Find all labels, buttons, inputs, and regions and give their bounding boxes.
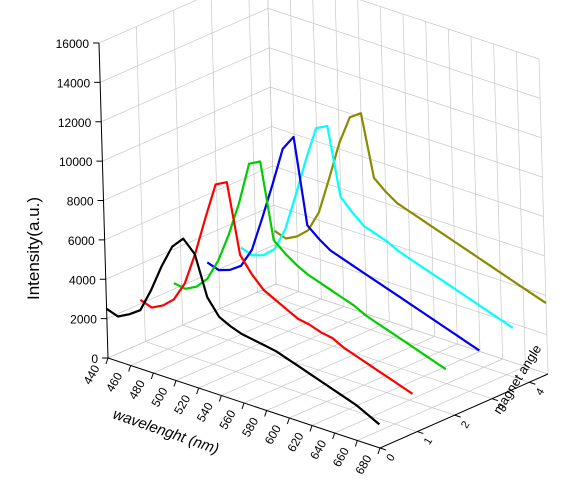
z-tick-mark: [491, 398, 499, 402]
grid-line: [402, 13, 413, 330]
axes: [93, 42, 549, 455]
x-tick-mark: [128, 365, 132, 372]
z-tick-mark: [529, 381, 536, 385]
x-tick-mark: [150, 372, 154, 380]
grid-line: [447, 28, 458, 345]
z-tick-mark: [454, 414, 461, 418]
grid-line: [107, 283, 277, 359]
x-tick-label: 560: [216, 407, 238, 432]
grid-line: [106, 244, 276, 319]
grid-line: [266, 336, 435, 411]
y-tick-label: 14000: [57, 76, 91, 90]
grid-line: [312, 0, 322, 300]
x-tick-mark: [218, 395, 222, 402]
series-line: [173, 160, 447, 371]
grid-line: [105, 204, 274, 280]
grid-line: [493, 43, 504, 360]
grid-line: [275, 283, 549, 375]
z-axis-line: [379, 373, 549, 449]
grid-line: [425, 21, 436, 337]
y-tick-label: 4000: [69, 273, 96, 287]
x-tick-label: 660: [330, 445, 352, 470]
x-tick-mark: [332, 432, 336, 440]
x-tick-label: 640: [307, 437, 329, 462]
x-tick-label: 620: [284, 430, 306, 455]
grid-line: [153, 298, 322, 374]
y-tick-label: 0: [91, 352, 98, 366]
x-tick-label: 680: [352, 452, 374, 477]
x-tick-label: 520: [171, 392, 193, 417]
series-line: [273, 112, 547, 305]
x-tick-label: 600: [262, 422, 284, 447]
series-line: [206, 135, 480, 352]
x-tick-mark: [173, 380, 177, 387]
y-tick-label: 6000: [68, 234, 95, 248]
y-tick-label: 8000: [67, 195, 94, 209]
x-tick-label: 540: [194, 400, 216, 425]
grid-line: [99, 8, 269, 83]
y-axis-label: Intensity(a.u.): [24, 197, 43, 300]
grid-line: [182, 324, 455, 416]
grid-line: [515, 51, 526, 367]
grid-line: [289, 0, 300, 292]
grid-line: [198, 313, 367, 389]
x-tick-label: 480: [126, 377, 148, 402]
grid-line: [145, 341, 418, 432]
grid-line: [334, 0, 345, 307]
series-line: [139, 181, 414, 395]
y-tick-label: 10000: [59, 155, 93, 169]
x-tick-label: 440: [80, 362, 102, 387]
z-tick-label: 4: [534, 386, 547, 398]
z-tick-label: 2: [459, 419, 472, 431]
grid-line: [470, 36, 481, 352]
grid-line: [289, 343, 458, 419]
grid-line: [359, 0, 540, 60]
x-tick-label: 580: [239, 415, 261, 440]
x-tick-mark: [241, 402, 245, 410]
series-line: [240, 124, 514, 329]
grid-line: [210, 0, 221, 309]
x-tick-mark: [196, 387, 200, 395]
grid-line: [130, 291, 299, 366]
x-tick-mark: [354, 440, 358, 447]
grid-line: [357, 366, 526, 441]
x-tick-label: 460: [103, 370, 125, 395]
grid-line: [538, 58, 549, 375]
series-group: [105, 112, 547, 426]
y-tick-label: 12000: [58, 116, 92, 130]
grid-line: [334, 358, 503, 434]
grid-line: [257, 291, 530, 383]
y-tick-label: 2000: [70, 313, 97, 327]
grid-line: [311, 351, 481, 426]
grid-line: [103, 126, 272, 201]
grid-lines: [98, 0, 549, 449]
grid-line: [104, 165, 273, 241]
grid-line: [135, 26, 146, 342]
grid-line: [101, 47, 270, 123]
grid-line: [243, 328, 413, 404]
grid-line: [173, 10, 184, 326]
z-tick-label: 3: [496, 403, 509, 415]
grid-line: [98, 0, 198, 44]
z-tick-mark: [417, 431, 424, 435]
z-tick-label: 1: [422, 436, 435, 448]
x-tick-mark: [309, 425, 313, 432]
z-tick-mark: [379, 447, 387, 451]
grid-line: [221, 321, 390, 396]
y-tick-label: 16000: [56, 37, 90, 51]
x-tick-label: 500: [148, 385, 170, 410]
grid-line: [379, 6, 390, 322]
grid-line: [102, 86, 271, 162]
series-line: [105, 237, 381, 426]
grid-line: [357, 0, 368, 315]
x-tick-mark: [286, 417, 290, 425]
x-tick-mark: [377, 447, 381, 455]
grid-line: [219, 308, 493, 399]
x-tick-mark: [105, 357, 109, 365]
x-tick-mark: [264, 410, 268, 417]
z-tick-label: 0: [384, 452, 397, 464]
